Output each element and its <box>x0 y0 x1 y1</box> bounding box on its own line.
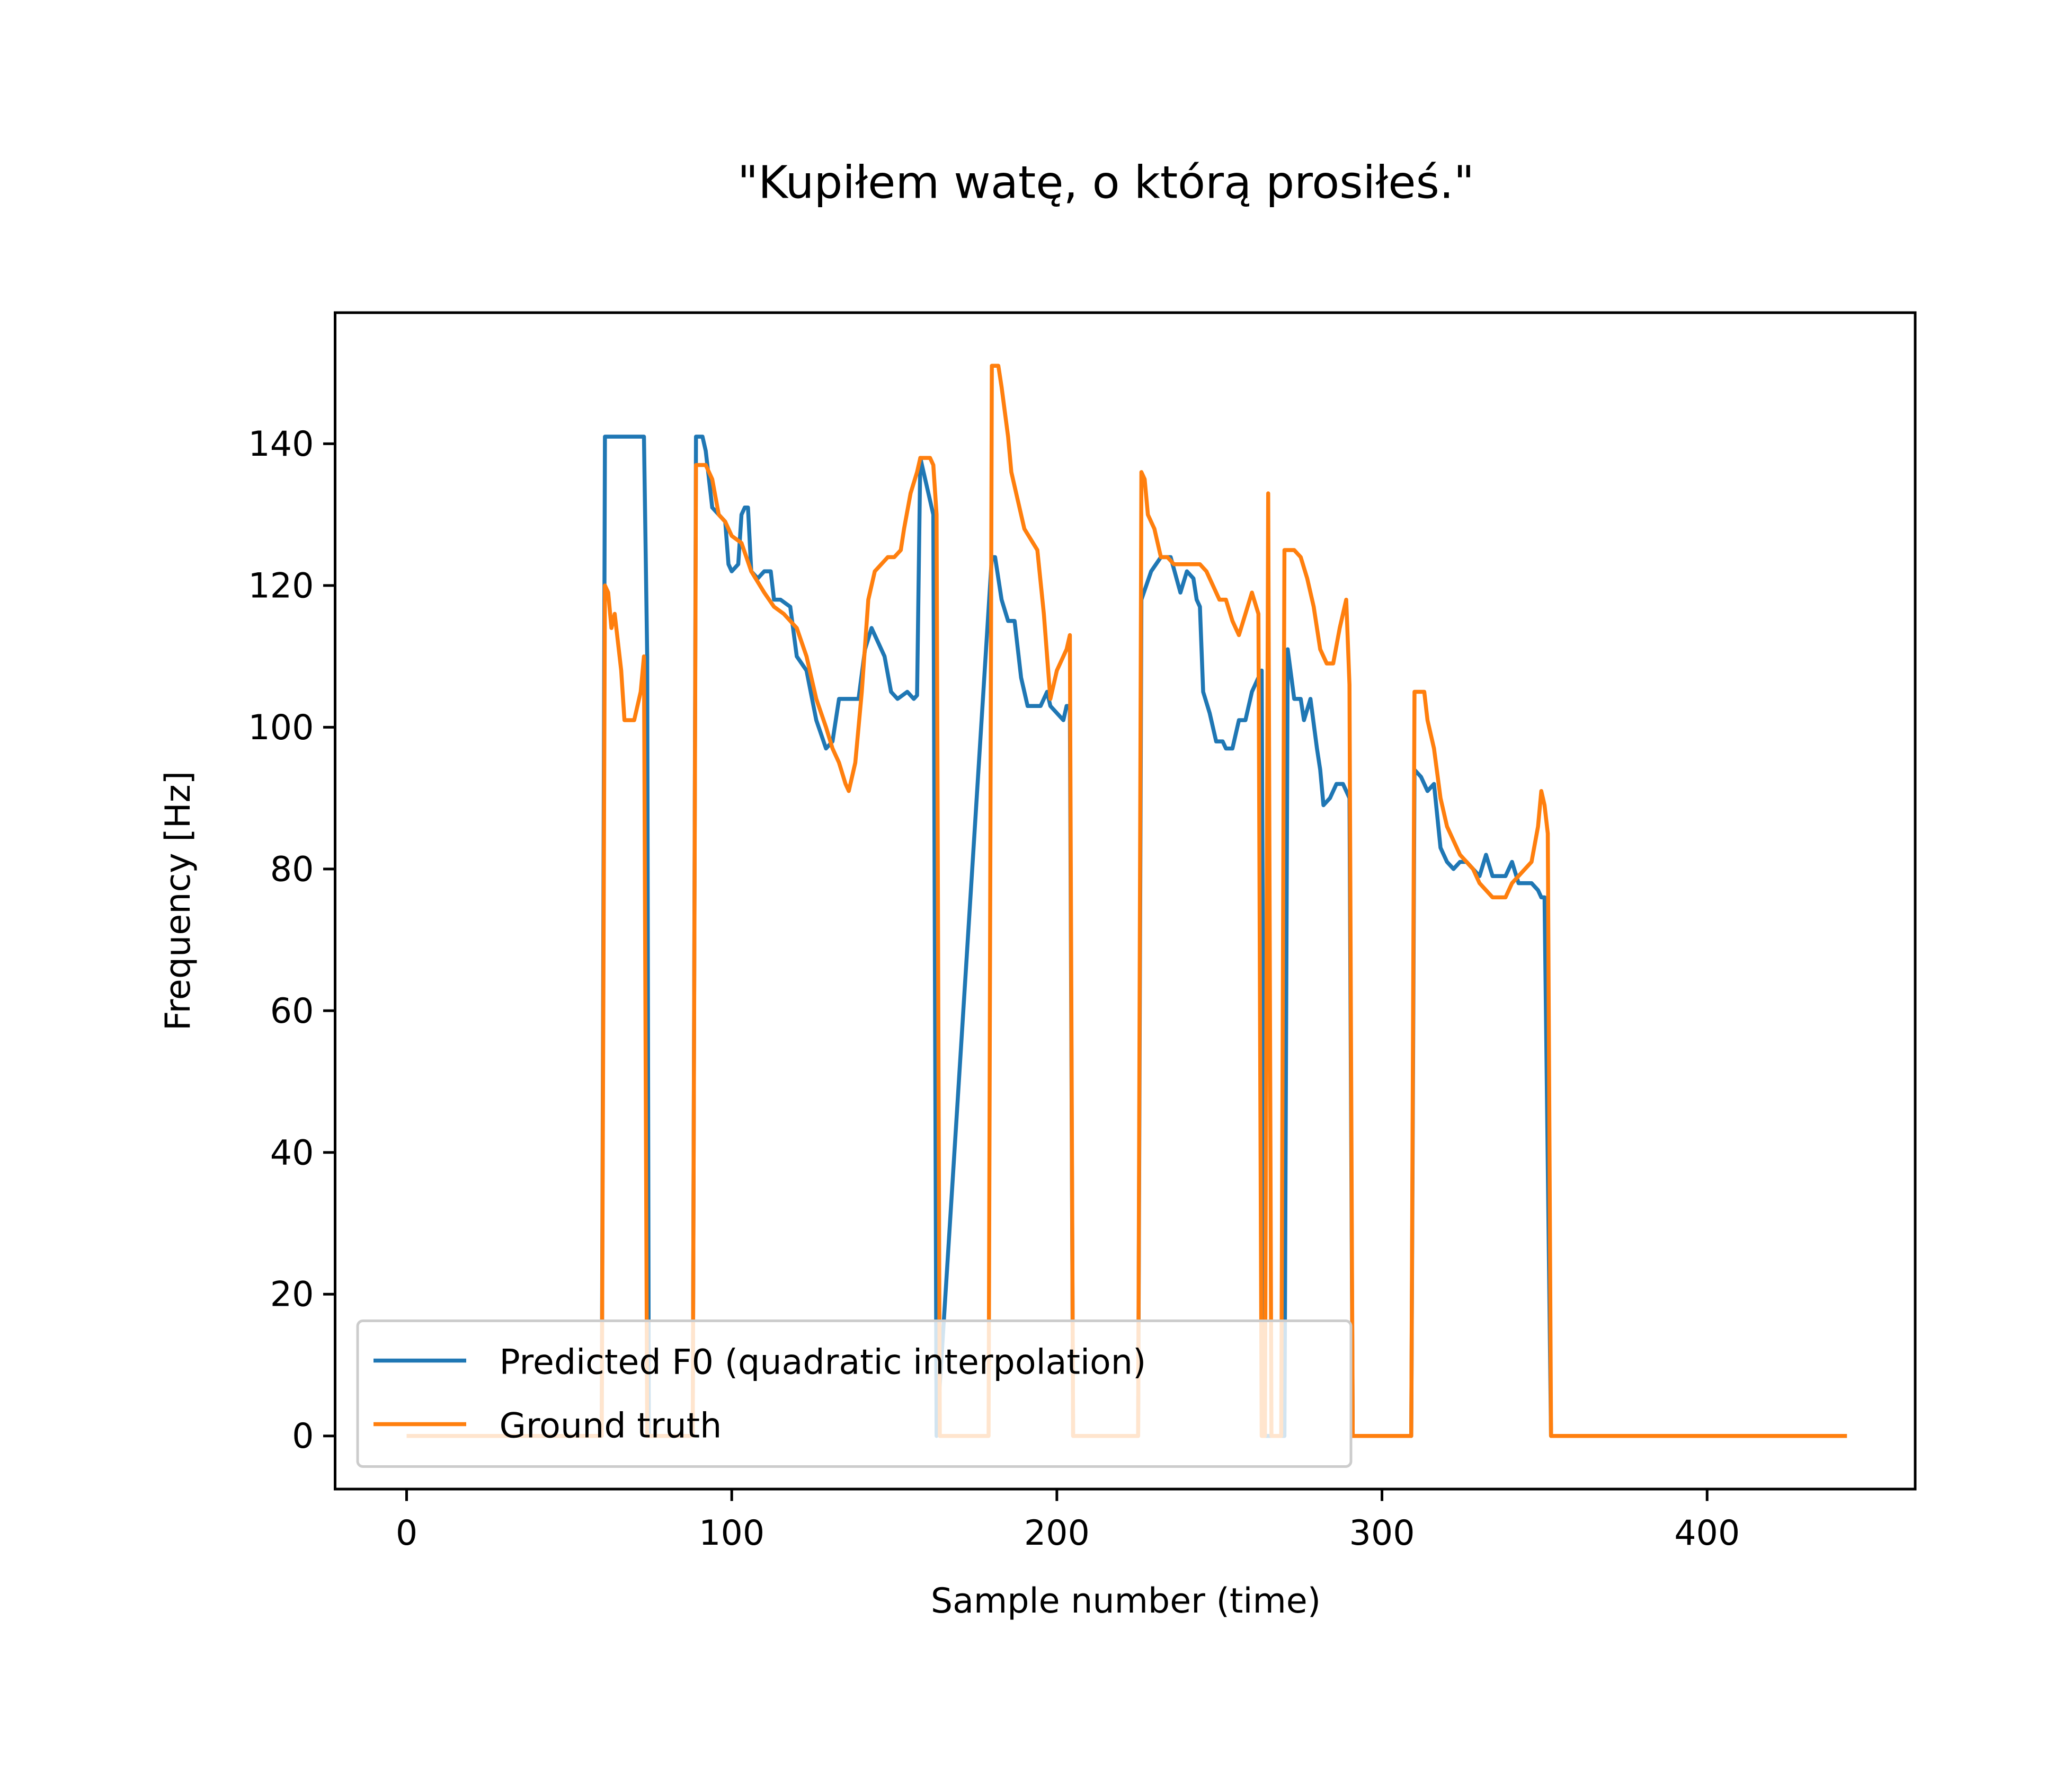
x-tick-label: 200 <box>1024 1513 1090 1553</box>
y-tick-label: 140 <box>248 424 314 464</box>
y-tick-label: 100 <box>248 708 314 748</box>
x-tick-label: 400 <box>1674 1513 1740 1553</box>
legend-box <box>356 1319 1353 1468</box>
x-tick-label: 0 <box>396 1513 417 1553</box>
y-axis-label: Frequency [Hz] <box>158 771 198 1031</box>
legend-label: Predicted F0 (quadratic interpolation) <box>500 1343 1146 1383</box>
x-tick-label: 300 <box>1349 1513 1415 1553</box>
y-tick-label: 0 <box>292 1416 314 1456</box>
y-tick-label: 60 <box>270 991 314 1031</box>
y-tick-label: 40 <box>270 1133 314 1173</box>
y-tick-label: 80 <box>270 849 314 889</box>
y-tick-label: 20 <box>270 1275 314 1315</box>
plot-frame <box>333 311 1917 1491</box>
x-tick-label: 100 <box>699 1513 764 1553</box>
x-axis-label: Sample number (time) <box>931 1581 1321 1621</box>
y-tick-label: 120 <box>248 566 314 606</box>
chart-title: "Kupiłem watę, o którą prosiłeś." <box>737 156 1474 209</box>
legend-label: Ground truth <box>500 1406 722 1446</box>
